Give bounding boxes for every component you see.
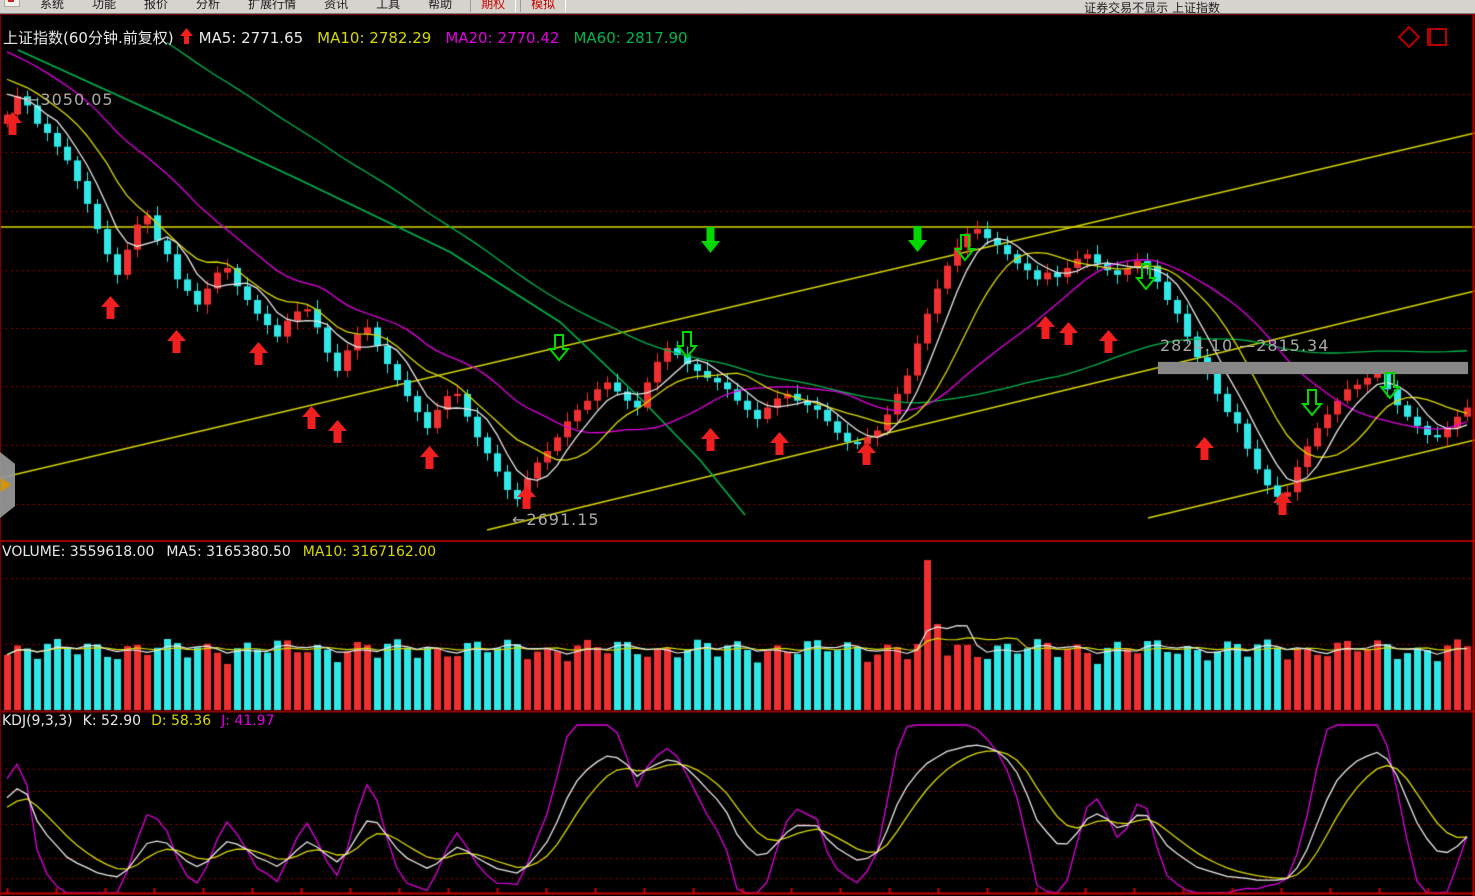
buy-signal-arrow-icon [167, 330, 186, 353]
volume-header: VOLUME: 3559618.00 MA5: 3165380.50 MA10: 3… [2, 544, 448, 560]
exit-signal-arrow-icon [1134, 262, 1158, 291]
up-arrow-icon [179, 27, 193, 48]
header-value-0: MA5: 2771.65 [198, 28, 304, 47]
exit-signal-arrow-icon [1300, 388, 1324, 417]
diamond-icon[interactable] [1397, 25, 1421, 49]
sell-signal-arrow-icon [701, 227, 720, 253]
menu-bar: 系统 功能 报价 分析 扩展行情 资讯 工具 帮助 期权 模拟 证券交易不显示 上证指数 [0, 0, 1475, 14]
menu-item-7[interactable]: 帮助 [428, 0, 453, 11]
menu-item-2[interactable]: 报价 [144, 0, 169, 11]
exit-signal-arrow-icon [1378, 371, 1402, 400]
header-value-0: KDJ(9,3,3) [2, 713, 73, 729]
menu-item-1[interactable]: 功能 [92, 0, 117, 11]
app-logo-icon [4, 0, 20, 7]
buy-signal-arrow-icon [770, 432, 789, 455]
header-value-2: MA20: 2770.42 [445, 28, 560, 47]
menu-item-3[interactable]: 分析 [196, 0, 221, 11]
low-price-label: ←2691.15 [512, 510, 600, 529]
buy-signal-arrow-icon [3, 112, 22, 135]
buy-signal-arrow-icon [420, 446, 439, 469]
collapse-arrow-icon [1, 478, 11, 492]
price-band [1158, 362, 1468, 374]
buy-signal-arrow-icon [517, 486, 536, 509]
kdj-header: KDJ(9,3,3) K: 52.90 D: 58.36 J: 41.97 [2, 713, 284, 729]
buy-signal-arrow-icon [1036, 316, 1055, 339]
buy-signal-arrow-icon [101, 296, 120, 319]
header-value-3: J: 41.97 [221, 713, 275, 729]
header-value-3: MA60: 2817.90 [573, 28, 688, 47]
header-value-1: MA5: 3165380.50 [166, 544, 291, 560]
header-value-2: MA10: 3167162.00 [302, 544, 437, 560]
sidebar-collapse-handle[interactable] [0, 452, 15, 518]
main-chart-header: 上证指数(60分钟.前复权) MA5: 2771.65 MA10: 2782.29… [3, 27, 702, 48]
high-price-label: ←3050.05 [26, 90, 114, 109]
window-controls [1397, 25, 1447, 49]
header-value-0: VOLUME: 3559618.00 [2, 544, 155, 560]
window-frame-icon[interactable] [1427, 28, 1447, 46]
buy-signal-arrow-icon [1099, 330, 1118, 353]
header-value-1: K: 52.90 [82, 713, 142, 729]
buy-signal-arrow-icon [328, 420, 347, 443]
buy-signal-arrow-icon [1059, 322, 1078, 345]
menu-item-red-0[interactable]: 期权 [470, 0, 517, 12]
exit-signal-arrow-icon [675, 330, 699, 359]
status-text: 证券交易不显示 上证指数 [1084, 1, 1220, 14]
chart-title: 上证指数(60分钟.前复权) [3, 29, 174, 47]
menu-item-red-1[interactable]: 模拟 [520, 0, 567, 12]
ma-value-labels: MA5: 2771.65 MA10: 2782.29 MA20: 2770.42 MA… [199, 29, 702, 47]
menu-item-4[interactable]: 扩展行情 [248, 0, 297, 11]
sell-signal-arrow-icon [908, 226, 927, 252]
buy-signal-arrow-icon [857, 442, 876, 465]
exit-signal-arrow-icon [953, 233, 977, 262]
menu-item-0[interactable]: 系统 [40, 0, 65, 11]
buy-signal-arrow-icon [1273, 492, 1292, 515]
menu-item-6[interactable]: 工具 [376, 0, 401, 11]
exit-signal-arrow-icon [547, 333, 571, 362]
buy-signal-arrow-icon [249, 342, 268, 365]
buy-signal-arrow-icon [1195, 437, 1214, 460]
header-value-2: D: 58.36 [151, 713, 212, 729]
buy-signal-arrow-icon [701, 428, 720, 451]
header-value-1: MA10: 2782.29 [317, 28, 432, 47]
buy-signal-arrow-icon [302, 406, 321, 429]
band-price-label: 2824.10 —2815.34 [1160, 336, 1330, 355]
menu-item-5[interactable]: 资讯 [324, 0, 349, 11]
